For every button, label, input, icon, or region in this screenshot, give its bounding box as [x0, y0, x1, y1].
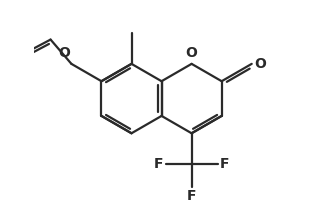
Text: F: F: [220, 157, 230, 172]
Text: O: O: [254, 57, 266, 71]
Text: O: O: [186, 46, 198, 60]
Text: F: F: [154, 157, 163, 172]
Text: O: O: [58, 46, 70, 60]
Text: F: F: [187, 189, 196, 203]
